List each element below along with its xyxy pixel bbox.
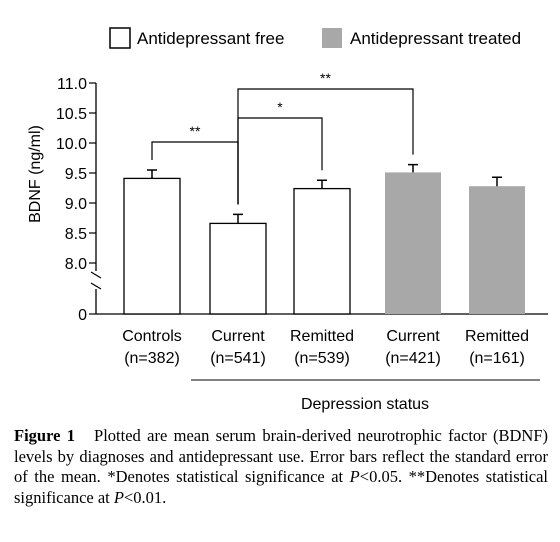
x-category-n: (n=541) bbox=[210, 350, 266, 367]
caption-text: Plotted are mean serum brain-derived neu… bbox=[14, 426, 548, 486]
x-category-label: Remitted bbox=[290, 328, 354, 345]
legend-label-treated: Antidepressant treated bbox=[350, 29, 521, 48]
bdnf-bar-chart: Antidepressant free Antidepressant treat… bbox=[27, 27, 548, 413]
y-tick-label: 9.0 bbox=[65, 196, 87, 213]
error-bar bbox=[408, 163, 418, 173]
significance-marker: * bbox=[277, 99, 283, 115]
x-category-n: (n=539) bbox=[294, 350, 350, 367]
x-category-n: (n=161) bbox=[469, 350, 525, 367]
x-axis-label: Depression status bbox=[301, 396, 429, 413]
y-tick-label: 10.5 bbox=[56, 106, 87, 123]
legend-swatch-free bbox=[109, 27, 131, 49]
y-tick-label: 11.0 bbox=[57, 76, 87, 93]
bars bbox=[123, 163, 525, 315]
significance-marker: ** bbox=[320, 70, 331, 86]
y-tick-label: 9.5 bbox=[65, 166, 87, 183]
y-tick-label: 8.0 bbox=[65, 256, 87, 273]
error-bar bbox=[317, 179, 327, 189]
legend-swatch-treated bbox=[322, 28, 342, 48]
y-tick-label: 0 bbox=[78, 307, 87, 324]
x-category-n: (n=382) bbox=[124, 350, 180, 367]
y-ticks: 11.0 10.5 10.0 9.5 9.0 8.5 8.0 0 bbox=[56, 76, 96, 324]
caption-note-2: **Denotes statistical significance at P<… bbox=[14, 467, 549, 507]
legend-label-free: Antidepressant free bbox=[137, 29, 284, 48]
x-category-label: Controls bbox=[122, 328, 182, 345]
bar bbox=[209, 222, 267, 315]
significance-brackets: ***** bbox=[151, 70, 414, 205]
axis-break-mark bbox=[90, 271, 102, 290]
x-category-labels: Controls (n=382) Current (n=541) Remitted (n=… bbox=[122, 328, 529, 367]
y-axis-label: BDNF (ng/ml) bbox=[27, 125, 44, 223]
y-tick-label: 10.0 bbox=[56, 136, 87, 153]
bar bbox=[385, 172, 441, 314]
x-category-label: Current bbox=[211, 328, 265, 345]
figure-caption: Figure 1 Plotted are mean serum brain-de… bbox=[14, 426, 548, 508]
bar bbox=[293, 187, 351, 315]
caption-label: Figure 1 bbox=[14, 426, 76, 445]
error-bar bbox=[147, 169, 157, 179]
caption-note-1: *Denotes statistical significance at P<0… bbox=[107, 467, 403, 486]
error-bar bbox=[492, 176, 502, 187]
error-bar bbox=[233, 213, 243, 224]
legend: Antidepressant free Antidepressant treat… bbox=[109, 27, 521, 49]
x-category-label: Remitted bbox=[465, 328, 529, 345]
significance-marker: ** bbox=[190, 123, 201, 139]
y-tick-label: 8.5 bbox=[65, 226, 87, 243]
y-axis bbox=[90, 83, 102, 314]
bar bbox=[469, 186, 525, 314]
x-category-n: (n=421) bbox=[385, 350, 441, 367]
x-category-label: Current bbox=[386, 328, 440, 345]
significance-bracket bbox=[237, 88, 414, 205]
bar bbox=[123, 177, 181, 315]
